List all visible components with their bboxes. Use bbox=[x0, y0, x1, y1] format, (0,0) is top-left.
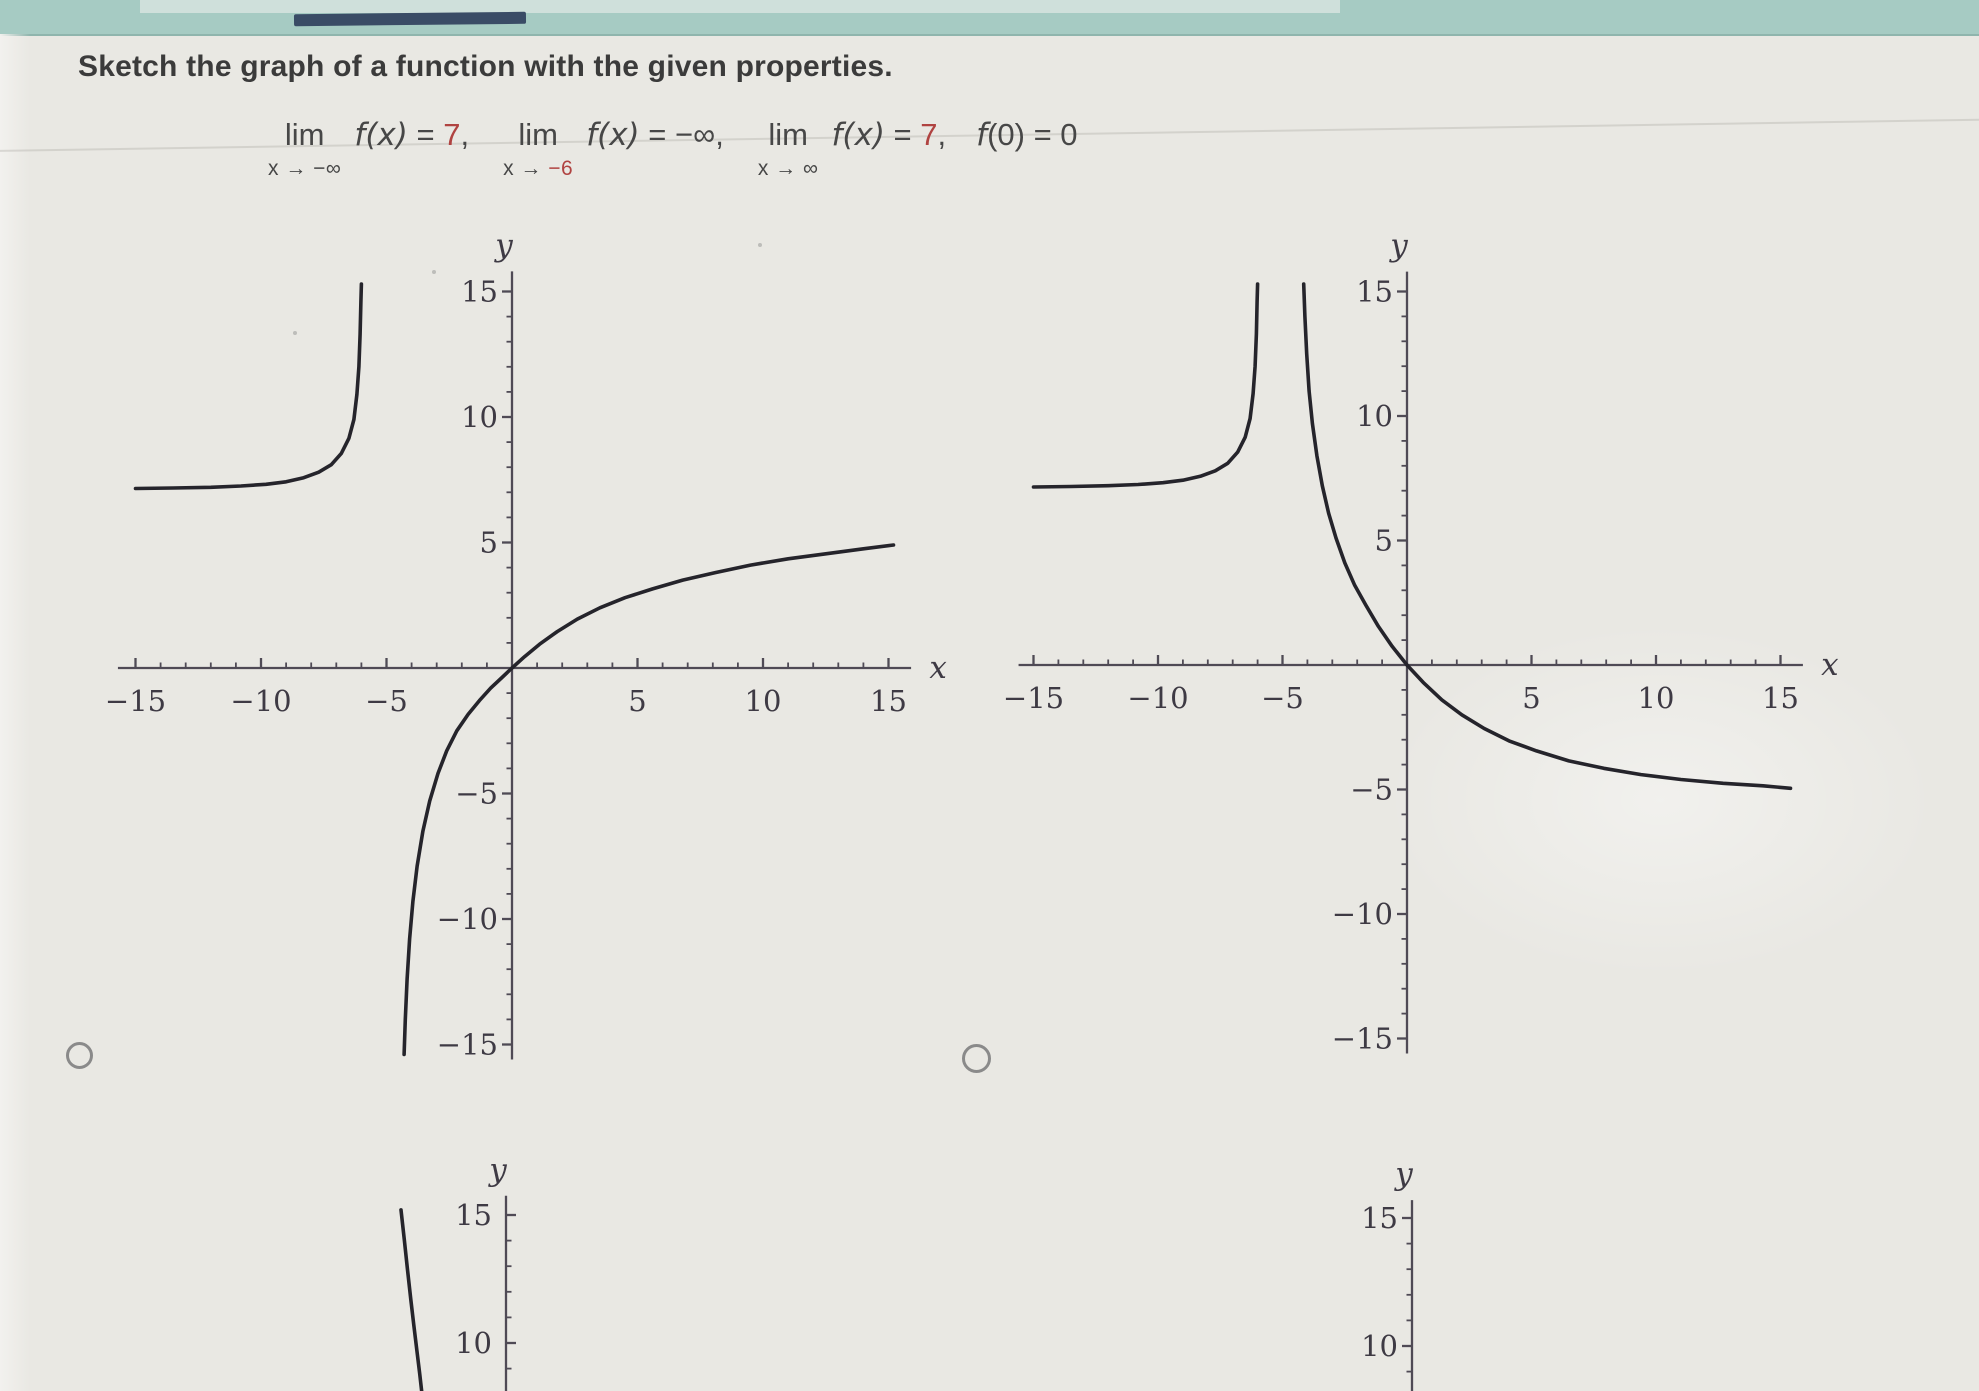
equals-sign: = bbox=[639, 117, 675, 152]
limit-expression: f(x) = −∞, bbox=[586, 117, 724, 153]
option-d-graph-y-tick-label: 15 bbox=[1361, 1201, 1398, 1235]
limit-expression: f(x) = 7, bbox=[354, 117, 470, 153]
option-a-graph-y-axis-label: y bbox=[493, 227, 513, 263]
option-b-graph-y-tick-label: −5 bbox=[1350, 773, 1393, 807]
option-b-graph-y-tick-label: 15 bbox=[1356, 275, 1393, 309]
option-a-graph-x-tick-label: 15 bbox=[870, 684, 907, 718]
option-a-graph-y-tick-label: 10 bbox=[461, 400, 498, 434]
option-a-graph-y-tick-label: 15 bbox=[461, 275, 498, 309]
separator: , bbox=[460, 117, 470, 152]
option-a-graph-x-tick-label: −5 bbox=[365, 684, 408, 718]
option-d-graph-y-tick-label: 10 bbox=[1361, 1329, 1398, 1363]
limit-condition-2: lim x → −6 f(x) = −∞, bbox=[503, 117, 724, 181]
option-c-graph-y-tick-label: 10 bbox=[455, 1326, 492, 1360]
photo-glare-left bbox=[0, 34, 30, 1391]
function-name: f(x) bbox=[586, 117, 640, 153]
lim-word: lim bbox=[518, 117, 558, 152]
limit-expression: f(x) = 7, bbox=[831, 117, 947, 153]
top-bar-highlight bbox=[140, 0, 1340, 13]
lim-subscript-text: x → bbox=[503, 156, 549, 180]
option-a-graph-curve-right-branch-through-origin-levels-near-5 bbox=[402, 543, 896, 1057]
lim-stack: lim x → −∞ bbox=[268, 117, 341, 181]
dust-speck bbox=[432, 270, 436, 274]
option-a-graph-x-axis-label: x bbox=[929, 650, 947, 686]
option-b-graph-x-tick-label: 5 bbox=[1522, 681, 1540, 715]
lim-word: lim bbox=[768, 117, 808, 152]
limit-value: 7 bbox=[920, 117, 938, 152]
option-d-graph-y-axis-label: y bbox=[1393, 1156, 1413, 1192]
option-b-graph-x-tick-label: −15 bbox=[1003, 681, 1064, 715]
option-b-graph-x-axis-label: x bbox=[1821, 647, 1839, 683]
limit-value: 7 bbox=[443, 117, 461, 152]
lim-stack: lim x → ∞ bbox=[758, 117, 819, 181]
function-name: f(x) bbox=[354, 117, 408, 153]
option-a-graph-x-tick-label: 5 bbox=[628, 684, 646, 718]
option-b-graph-y-axis-label: y bbox=[1388, 228, 1408, 264]
option-c-graph-y-tick-label: 15 bbox=[455, 1198, 492, 1232]
option-b-graph-y-tick-label: 10 bbox=[1356, 399, 1393, 433]
lim-subscript: x → −∞ bbox=[268, 157, 341, 181]
lim-subscript: x → ∞ bbox=[758, 157, 819, 181]
option-b-radio[interactable] bbox=[962, 1044, 991, 1073]
limit-value: −∞ bbox=[675, 117, 716, 152]
option-c-graph-curve-steep-descending-branch bbox=[399, 1208, 424, 1391]
option-a-radio[interactable] bbox=[66, 1042, 93, 1069]
option-a-graph-y-tick-label: −15 bbox=[437, 1028, 498, 1062]
option-b-graph-x-tick-label: −10 bbox=[1127, 681, 1188, 715]
lim-stack: lim x → −6 bbox=[503, 117, 573, 181]
function-name: f bbox=[976, 117, 988, 153]
limit-condition-1: lim x → −∞ f(x) = 7, bbox=[268, 117, 470, 181]
option-a-graph-x-tick-label: 10 bbox=[745, 684, 782, 718]
initial-value-text: (0) = 0 bbox=[987, 117, 1078, 152]
option-a-graph-y-tick-label: 5 bbox=[480, 526, 498, 560]
option-b-graph-x-tick-label: −5 bbox=[1261, 681, 1304, 715]
photo-glare-corner bbox=[1380, 620, 1940, 980]
lim-subscript-text: x → −∞ bbox=[268, 156, 342, 180]
separator: , bbox=[937, 117, 947, 152]
option-b-graph-y-tick-label: 5 bbox=[1375, 524, 1393, 558]
lim-subscript: x → −6 bbox=[503, 157, 573, 181]
dust-speck bbox=[293, 331, 297, 335]
option-a-graph-x-tick-label: −15 bbox=[105, 684, 166, 718]
limit-conditions: lim x → −∞ f(x) = 7, lim x → −6 f(x) = −… bbox=[268, 117, 1078, 181]
option-b-graph-y-tick-label: −10 bbox=[1332, 897, 1393, 931]
function-name: f(x) bbox=[831, 117, 885, 153]
equals-sign: = bbox=[884, 117, 921, 152]
equals-sign: = bbox=[407, 117, 444, 152]
option-b-graph-x-tick-label: 15 bbox=[1762, 681, 1799, 715]
limit-condition-3: lim x → ∞ f(x) = 7, bbox=[758, 117, 947, 181]
initial-value-condition: f(0) = 0 bbox=[976, 117, 1078, 153]
lim-subscript-text: x → ∞ bbox=[757, 156, 819, 180]
lim-subscript-value: −6 bbox=[548, 156, 574, 180]
option-a-graph-y-tick-label: −10 bbox=[437, 902, 498, 936]
option-b-graph-x-tick-label: 10 bbox=[1638, 681, 1675, 715]
question-title: Sketch the graph of a function with the … bbox=[78, 50, 893, 83]
option-b-graph-curve-left-branch-approaches-7-rises-to-plus-infinity-at-minus-6 bbox=[1031, 282, 1260, 489]
option-b-graph-curve-right-branch-falls-through-origin-levels-near-minus-5 bbox=[1301, 282, 1793, 791]
option-c-graph-y-axis-label: y bbox=[487, 1152, 507, 1188]
option-b-graph-y-tick-label: −15 bbox=[1332, 1022, 1393, 1056]
dust-speck bbox=[758, 243, 762, 247]
option-a-graph-x-tick-label: −10 bbox=[230, 684, 291, 718]
option-a-graph-curve-left-branch-approaches-7-rises-to-plus-infinity-at-minus-6 bbox=[133, 282, 364, 491]
option-a-graph-y-tick-label: −5 bbox=[455, 777, 498, 811]
separator: , bbox=[715, 117, 724, 152]
lim-word: lim bbox=[284, 117, 325, 152]
